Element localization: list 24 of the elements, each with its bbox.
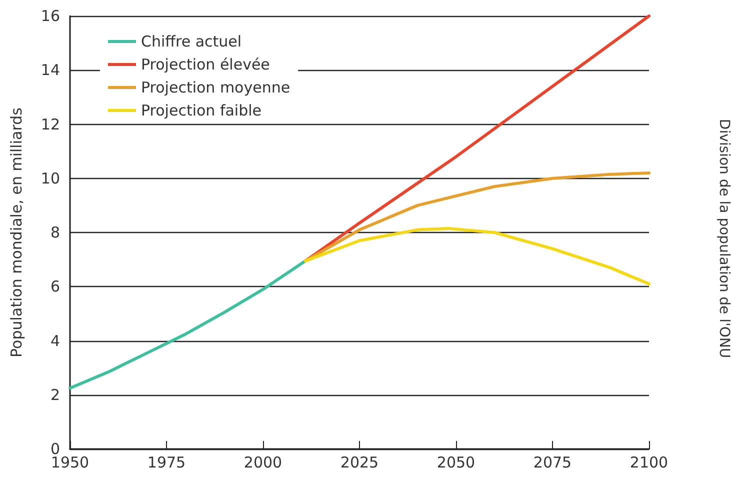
line-series xyxy=(304,14,650,262)
legend-label: Projection faible xyxy=(141,102,262,120)
y-tick-label: 8 xyxy=(50,224,60,242)
x-tick-label: 2075 xyxy=(533,454,572,472)
legend-label: Projection élevée xyxy=(141,56,270,74)
y-tick-label: 16 xyxy=(40,7,60,25)
x-tick-label: 2050 xyxy=(436,454,476,472)
legend-label: Chiffre actuel xyxy=(141,32,242,50)
legend-label: Projection moyenne xyxy=(141,78,290,96)
x-tick-label: 2025 xyxy=(340,454,379,472)
x-tick-label: 1975 xyxy=(147,454,186,472)
y-tick-label: 14 xyxy=(40,61,60,80)
text: Division de la population de l'ONU xyxy=(716,118,732,358)
y-tick-label: 12 xyxy=(40,115,60,134)
y-tick-label: 6 xyxy=(50,278,60,296)
y-tick-label: 10 xyxy=(40,169,60,188)
y-tick-label: 4 xyxy=(50,332,60,350)
line-series xyxy=(304,171,650,262)
x-tick-label: 2100 xyxy=(630,454,668,472)
y-axis-title: Population mondiale, en milliards xyxy=(8,107,26,358)
x-tick-label: 2000 xyxy=(244,454,282,472)
line-series xyxy=(68,259,307,390)
y-tick-label: 2 xyxy=(50,386,60,404)
line-series xyxy=(304,226,650,286)
